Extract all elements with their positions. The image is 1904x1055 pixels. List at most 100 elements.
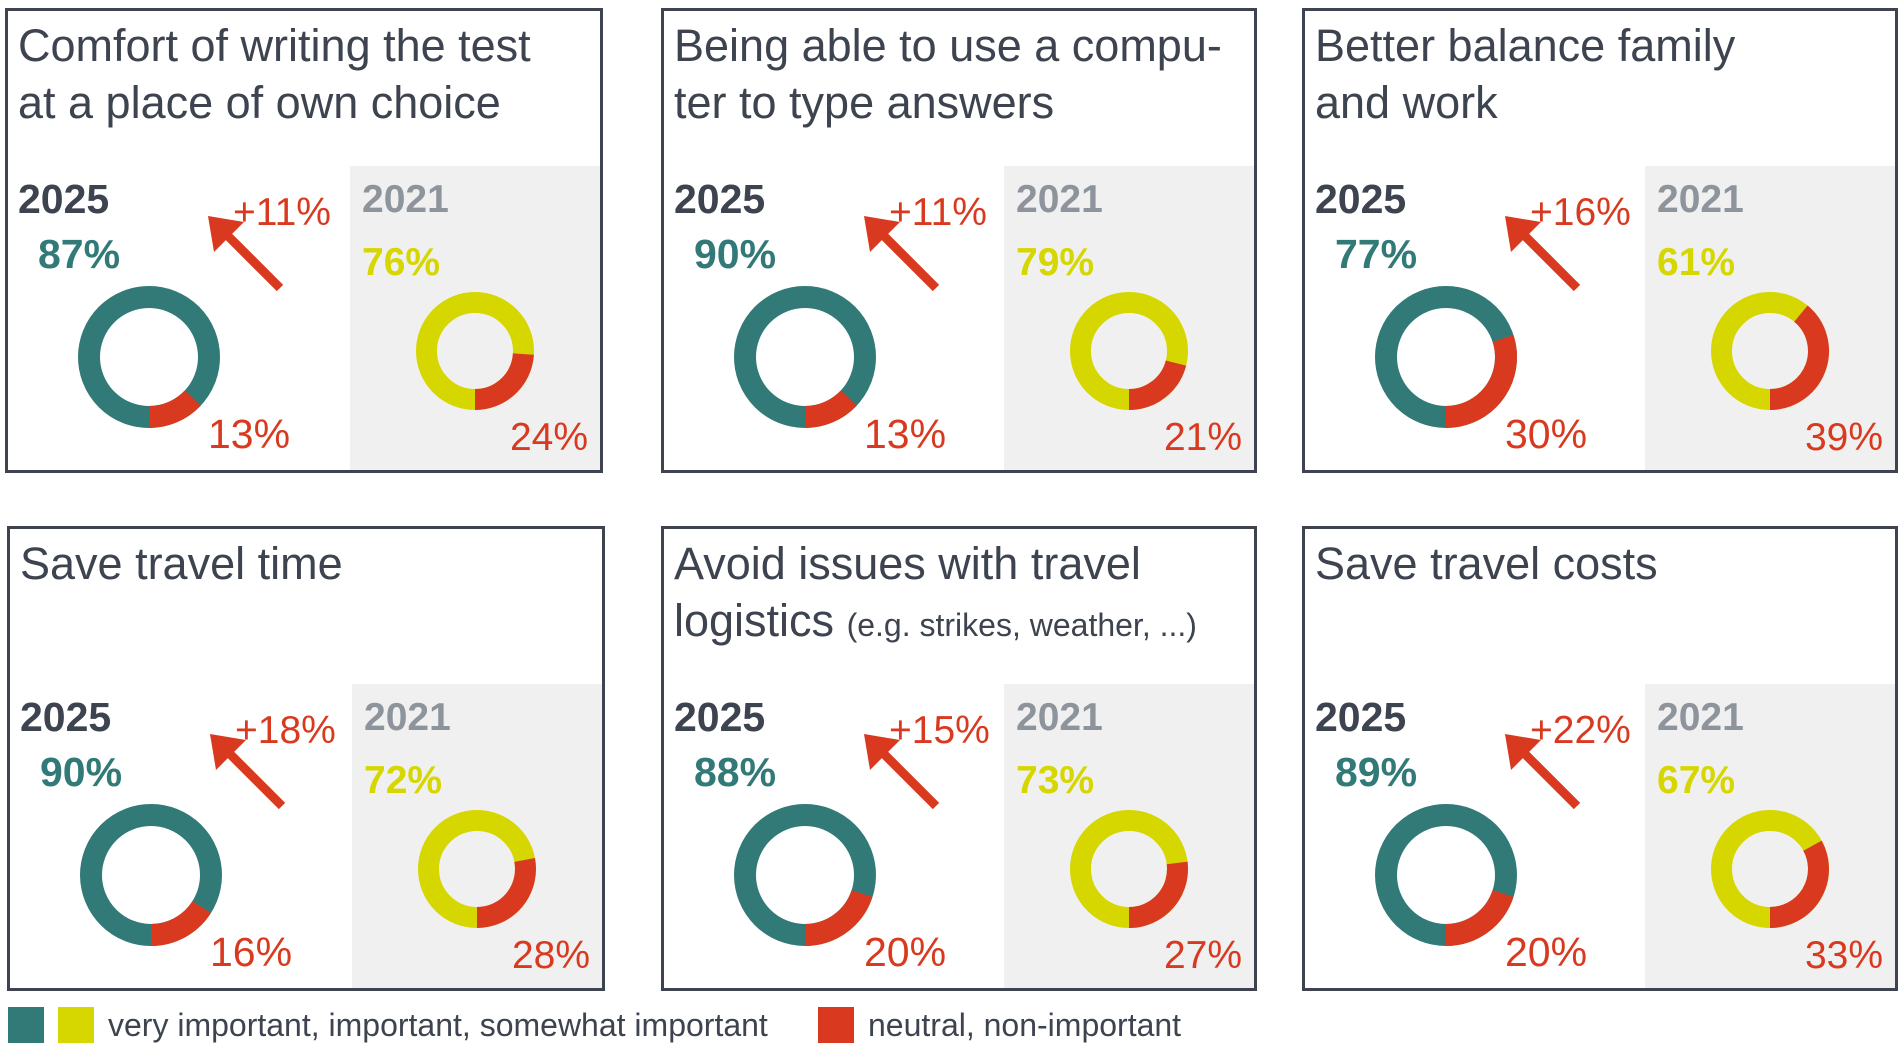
important-2021-value: 67% (1657, 759, 1736, 802)
panel-title: Being able to use a compu-ter to type an… (674, 17, 1222, 131)
panel-title-line: logistics (e.g. strikes, weather, ...) (674, 592, 1197, 654)
donut-2025-neutral-arc (1445, 335, 1517, 428)
donut-2021-neutral-arc (476, 857, 536, 928)
chart-panel: Comfort of writing the test at a place of… (5, 8, 603, 473)
change-value: +11% (889, 191, 987, 234)
change-arrow-up-icon-shaft (878, 748, 940, 810)
panel-title: Avoid issues with travel logistics (e.g. … (674, 535, 1197, 654)
donut-2021-neutral-arc (474, 352, 534, 410)
panel-title: Save travel time (20, 535, 343, 592)
neutral-2025-value: 13% (864, 411, 947, 457)
neutral-2025-value: 30% (1505, 411, 1588, 457)
legend-important: very important, important, somewhat impo… (8, 1005, 768, 1045)
chart-panel: Save travel costs 2021 67% 33% 2025 89% 20% +22… (1302, 526, 1898, 991)
donut-2021-donut (416, 292, 534, 410)
important-2025-value: 90% (40, 749, 123, 795)
year-2021-section: 2021 76% 24% (350, 166, 600, 470)
neutral-2025-value: 13% (208, 411, 291, 457)
donut-2021-neutral-arc (1769, 305, 1829, 410)
neutral-2021-value: 27% (1163, 934, 1242, 977)
year-2025-label: 2025 (674, 694, 766, 740)
panel-title-line-text: and work (1315, 77, 1498, 128)
change-arrow-up-icon (1505, 734, 1581, 810)
panel-title-line: and work (1315, 74, 1735, 131)
legend-neutral-label: neutral, non-important (868, 1006, 1182, 1043)
donut-2025-donut (734, 286, 876, 428)
donut-2021-neutral-arc (1128, 861, 1188, 928)
change-arrow-up-icon-head (210, 734, 246, 770)
year-2021-label: 2021 (362, 178, 449, 221)
important-2021-value: 79% (1016, 241, 1095, 284)
important-2025-value: 87% (38, 231, 121, 277)
donut-2021-donut (1070, 292, 1188, 410)
donut-2025-neutral-arc (804, 889, 873, 946)
important-2025-value: 88% (694, 749, 777, 795)
neutral-2025-value: 20% (1505, 929, 1588, 975)
change-arrow-up-icon-shaft (222, 230, 284, 292)
neutral-2025-value: 20% (864, 929, 947, 975)
year-2021-section: 2021 73% 27% (1004, 684, 1254, 988)
neutral-2021-value: 39% (1804, 416, 1883, 459)
donut-2025-donut (80, 804, 222, 946)
change-arrow-up-icon-head (1505, 734, 1541, 770)
legend-swatch-teal (8, 1007, 44, 1043)
donut-2025-donut (1375, 286, 1517, 428)
legend-swatch-yellow (58, 1007, 94, 1043)
important-2025-value: 77% (1335, 231, 1418, 277)
donut-2021-donut (1070, 810, 1188, 928)
change-value: +22% (1530, 709, 1631, 752)
change-arrow-up-icon (864, 734, 940, 810)
donut-2025-neutral-arc (804, 390, 857, 428)
neutral-2021-value: 28% (511, 934, 590, 977)
year-2021-section: 2021 72% 28% (352, 684, 602, 988)
neutral-2021-value: 33% (1804, 934, 1883, 977)
legend-important-label: very important, important, somewhat impo… (108, 1006, 768, 1043)
donut-2025-donut (734, 804, 876, 946)
change-arrow-up-icon-shaft (878, 230, 940, 292)
year-2025-label: 2025 (674, 176, 766, 222)
important-2025-value: 89% (1335, 749, 1418, 795)
panel-title-line: Better balance family (1315, 20, 1736, 71)
panel-title-note: (e.g. strikes, weather, ...) (846, 607, 1197, 643)
year-2025-label: 2025 (1315, 176, 1407, 222)
panel-title-line: ter to type answers (674, 74, 1222, 131)
panel-title-line-text: logistics (674, 595, 835, 646)
year-2021-label: 2021 (1657, 696, 1744, 739)
year-2021-section: 2021 61% 39% (1645, 166, 1895, 470)
chart-panel: Better balance family and work 2021 61% 39% 2… (1302, 8, 1898, 473)
panel-title: Comfort of writing the test at a place of… (18, 17, 531, 131)
panel-title-line: Comfort of writing the test (18, 20, 531, 71)
donut-2021-neutral-arc (1128, 359, 1187, 410)
panel-title-line: at a place of own choice (18, 74, 531, 131)
panel-title-line: Save travel costs (1315, 538, 1658, 589)
year-2021-section: 2021 79% 21% (1004, 166, 1254, 470)
change-value: +18% (235, 709, 336, 752)
legend-neutral: neutral, non-important (818, 1005, 1181, 1045)
panel-title-line-text: at a place of own choice (18, 77, 501, 128)
donut-2021-neutral-arc (1769, 840, 1829, 928)
legend-swatch-red (818, 1007, 854, 1043)
panel-title-line: Save travel time (20, 538, 343, 589)
change-arrow-up-icon (864, 216, 940, 292)
change-value: +16% (1530, 191, 1631, 234)
panel-title-line-text: ter to type answers (674, 77, 1055, 128)
change-value: +11% (233, 191, 331, 234)
donut-2025-neutral-arc (1445, 889, 1514, 946)
donut-2025-donut (1375, 804, 1517, 946)
year-2021-label: 2021 (1016, 178, 1103, 221)
change-value: +15% (889, 709, 990, 752)
neutral-2025-value: 16% (210, 929, 293, 975)
chart-panel: Avoid issues with travel logistics (e.g. … (661, 526, 1257, 991)
change-arrow-up-icon-head (208, 216, 244, 252)
change-arrow-up-icon-head (1505, 216, 1541, 252)
year-2021-section: 2021 67% 33% (1645, 684, 1895, 988)
panel-title-line: Being able to use a compu- (674, 20, 1222, 71)
donut-2025-donut (78, 286, 220, 428)
year-2021-label: 2021 (364, 696, 451, 739)
panel-title: Save travel costs (1315, 535, 1658, 592)
important-2021-value: 76% (362, 241, 441, 284)
year-2021-label: 2021 (1657, 178, 1744, 221)
change-arrow-up-icon (210, 734, 286, 810)
neutral-2021-value: 24% (509, 416, 588, 459)
important-2021-value: 73% (1016, 759, 1095, 802)
